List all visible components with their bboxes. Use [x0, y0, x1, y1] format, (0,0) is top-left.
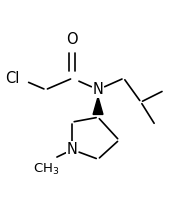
Text: O: O	[66, 32, 78, 47]
Text: CH$_3$: CH$_3$	[33, 162, 60, 177]
Text: N: N	[67, 142, 78, 157]
Polygon shape	[93, 97, 103, 114]
Text: N: N	[93, 82, 103, 97]
Text: Cl: Cl	[5, 71, 19, 86]
